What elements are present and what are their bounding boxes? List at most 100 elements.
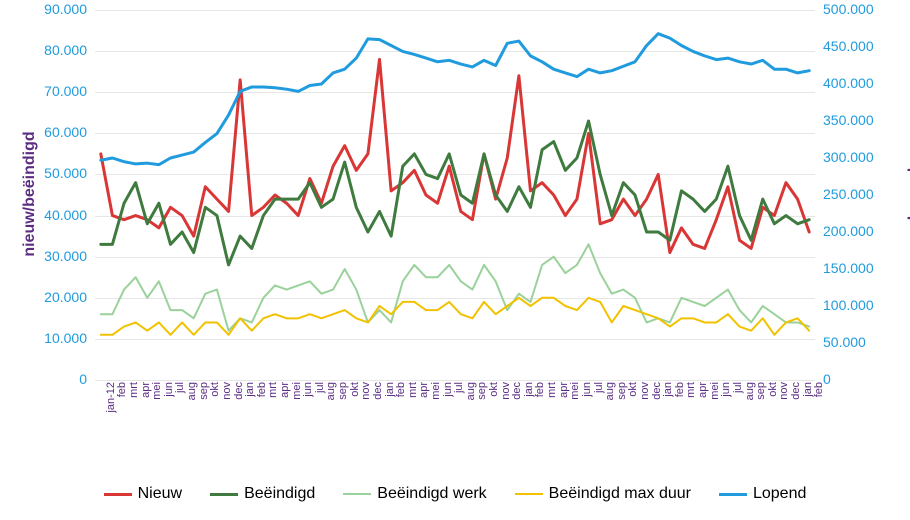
- x-tick: sep: [198, 382, 210, 442]
- y-tick-left: 80.000: [0, 42, 87, 58]
- legend-item: Lopend: [719, 485, 806, 503]
- legend-swatch: [719, 493, 747, 496]
- x-tick: aug: [465, 382, 477, 442]
- x-tick: sep: [616, 382, 628, 442]
- x-tick: feb: [256, 382, 268, 442]
- legend-label: Beëindigd max duur: [549, 485, 691, 503]
- series-line: [101, 244, 809, 330]
- y-tick-right: 450.000: [823, 38, 874, 54]
- x-tick: jan: [384, 382, 396, 442]
- legend-label: Nieuw: [138, 485, 182, 503]
- legend-swatch: [343, 493, 371, 495]
- x-tick: nov: [500, 382, 512, 442]
- x-tick: nov: [778, 382, 790, 442]
- x-tick: okt: [488, 382, 500, 442]
- series-svg: [95, 10, 815, 380]
- legend: Nieuw Beëindigd Beëindigd werk Beëindigd ma…: [0, 485, 910, 503]
- x-tick: mei: [430, 382, 442, 442]
- x-tick: mrt: [685, 382, 697, 442]
- y-tick-left: 90.000: [0, 1, 87, 17]
- x-tick: mei: [291, 382, 303, 442]
- gridline: [95, 380, 815, 381]
- x-tick: mrt: [407, 382, 419, 442]
- x-tick: mei: [151, 382, 163, 442]
- x-tick: apr: [558, 382, 570, 442]
- x-tick: sep: [337, 382, 349, 442]
- legend-label: Beëindigd werk: [377, 485, 486, 503]
- x-tick: apr: [279, 382, 291, 442]
- x-tick: aug: [186, 382, 198, 442]
- x-tick: mei: [709, 382, 721, 442]
- y-tick-left: 0: [0, 371, 87, 387]
- y-tick-right: 150.000: [823, 260, 874, 276]
- y-tick-left: 10.000: [0, 330, 87, 346]
- x-tick: dec: [233, 382, 245, 442]
- x-tick: jul: [453, 382, 465, 442]
- legend-swatch: [104, 493, 132, 496]
- x-tick: aug: [744, 382, 756, 442]
- x-tick: aug: [604, 382, 616, 442]
- x-tick: jan: [244, 382, 256, 442]
- series-line: [101, 59, 809, 252]
- x-tick: apr: [140, 382, 152, 442]
- y-tick-left: 20.000: [0, 289, 87, 305]
- x-tick: dec: [372, 382, 384, 442]
- x-tick: nov: [639, 382, 651, 442]
- x-tick: jul: [593, 382, 605, 442]
- chart-container: nieuw/beëindigd lopend 010.00020.00030.0…: [0, 0, 910, 520]
- x-tick: dec: [790, 382, 802, 442]
- legend-swatch: [210, 493, 238, 496]
- y-tick-right: 400.000: [823, 75, 874, 91]
- x-tick: sep: [476, 382, 488, 442]
- x-tick: sep: [755, 382, 767, 442]
- x-tick: mrt: [546, 382, 558, 442]
- x-tick: dec: [651, 382, 663, 442]
- x-tick: jun: [581, 382, 593, 442]
- x-tick: dec: [511, 382, 523, 442]
- y-tick-right: 300.000: [823, 149, 874, 165]
- x-tick: jan-12: [105, 382, 117, 442]
- x-tick: mrt: [267, 382, 279, 442]
- x-tick: nov: [360, 382, 372, 442]
- legend-label: Lopend: [753, 485, 806, 503]
- legend-label: Beëindigd: [244, 485, 315, 503]
- x-tick: jun: [720, 382, 732, 442]
- x-tick: jun: [302, 382, 314, 442]
- y-tick-right: 350.000: [823, 112, 874, 128]
- y-tick-left: 30.000: [0, 248, 87, 264]
- x-tick: jul: [732, 382, 744, 442]
- y-tick-left: 60.000: [0, 124, 87, 140]
- x-tick: okt: [627, 382, 639, 442]
- y-axis-right-title: lopend: [906, 144, 910, 244]
- y-tick-right: 100.000: [823, 297, 874, 313]
- legend-swatch: [515, 493, 543, 495]
- y-tick-right: 50.000: [823, 334, 866, 350]
- legend-item: Beëindigd werk: [343, 485, 486, 503]
- x-tick: okt: [209, 382, 221, 442]
- x-tick: apr: [697, 382, 709, 442]
- x-tick: feb: [116, 382, 128, 442]
- x-tick: jan: [662, 382, 674, 442]
- y-tick-left: 50.000: [0, 165, 87, 181]
- y-tick-right: 500.000: [823, 1, 874, 17]
- x-tick: mei: [569, 382, 581, 442]
- x-tick: jun: [442, 382, 454, 442]
- x-tick: feb: [813, 382, 825, 442]
- x-tick: jan: [802, 382, 814, 442]
- legend-item: Beëindigd: [210, 485, 315, 503]
- x-tick: okt: [349, 382, 361, 442]
- y-tick-left: 70.000: [0, 83, 87, 99]
- x-tick: jul: [174, 382, 186, 442]
- y-tick-left: 40.000: [0, 207, 87, 223]
- x-tick: apr: [418, 382, 430, 442]
- x-tick: feb: [534, 382, 546, 442]
- x-tick: feb: [395, 382, 407, 442]
- y-tick-right: 200.000: [823, 223, 874, 239]
- legend-item: Beëindigd max duur: [515, 485, 691, 503]
- x-tick: nov: [221, 382, 233, 442]
- x-tick: okt: [767, 382, 779, 442]
- x-tick: aug: [325, 382, 337, 442]
- x-tick: mrt: [128, 382, 140, 442]
- y-tick-right: 250.000: [823, 186, 874, 202]
- series-line: [101, 34, 809, 165]
